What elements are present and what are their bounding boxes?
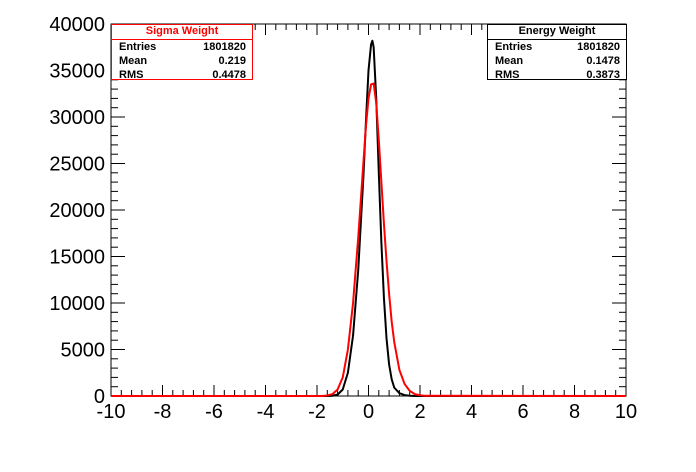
x-tick-label: 0	[363, 401, 374, 423]
energy-stats-box: Energy Weight Entries 1801820 Mean 0.147…	[487, 24, 627, 82]
energy-rms-row: RMS 0.3873	[488, 68, 626, 82]
sigma-rms-row: RMS 0.4478	[112, 68, 252, 82]
x-tick-label: 10	[615, 401, 637, 423]
y-axis-tick-labels: 0 5000 10000 15000 20000 25000 30000 35000 40000	[49, 14, 105, 408]
sigma-stats-box: Sigma Weight Entries 1801820 Mean 0.219 …	[111, 24, 253, 82]
y-tick-label: 40000	[49, 14, 105, 36]
x-axis-tick-labels: -10 -8 -6 -4 -2 0 2 4 6 8 10	[97, 401, 638, 423]
y-tick-label: 5000	[61, 340, 106, 362]
energy-mean-value: 0.1478	[586, 55, 620, 67]
energy-rms-value: 0.3873	[586, 69, 620, 81]
series-layer	[111, 39, 627, 397]
x-tick-label: 4	[466, 401, 477, 423]
series-line-sigma-weight	[111, 82, 627, 397]
sigma-entries-label: Entries	[119, 41, 157, 53]
x-tick-label: 8	[569, 401, 580, 423]
x-tick-label: -2	[308, 401, 326, 423]
x-tick-label: -8	[154, 401, 172, 423]
x-tick-label: 6	[517, 401, 528, 423]
y-tick-label: 15000	[49, 247, 105, 269]
series-line-energy-weight	[111, 39, 626, 397]
x-tick-label: -4	[257, 401, 275, 423]
sigma-stats-title: Sigma Weight	[112, 25, 252, 40]
energy-rms-label: RMS	[495, 69, 520, 81]
energy-entries-row: Entries 1801820	[488, 40, 626, 54]
y-tick-label: 25000	[49, 154, 105, 176]
sigma-rms-value: 0.4478	[212, 69, 246, 81]
energy-entries-label: Entries	[495, 41, 533, 53]
energy-entries-value: 1801820	[577, 41, 620, 53]
y-tick-label: 0	[94, 386, 105, 408]
sigma-mean-value: 0.219	[218, 55, 246, 67]
sigma-mean-row: Mean 0.219	[112, 54, 252, 68]
x-tick-label: -6	[205, 401, 223, 423]
y-tick-label: 20000	[49, 200, 105, 222]
sigma-entries-value: 1801820	[203, 41, 246, 53]
energy-mean-label: Mean	[495, 55, 524, 67]
x-tick-label: 2	[414, 401, 425, 423]
x-tick-label: -10	[97, 401, 126, 423]
energy-mean-row: Mean 0.1478	[488, 54, 626, 68]
sigma-rms-label: RMS	[119, 69, 144, 81]
y-tick-label: 35000	[49, 61, 105, 83]
sigma-mean-label: Mean	[119, 55, 148, 67]
y-tick-label: 10000	[49, 293, 105, 315]
y-tick-label: 30000	[49, 107, 105, 129]
sigma-entries-row: Entries 1801820	[112, 40, 252, 54]
energy-stats-title: Energy Weight	[488, 25, 626, 40]
